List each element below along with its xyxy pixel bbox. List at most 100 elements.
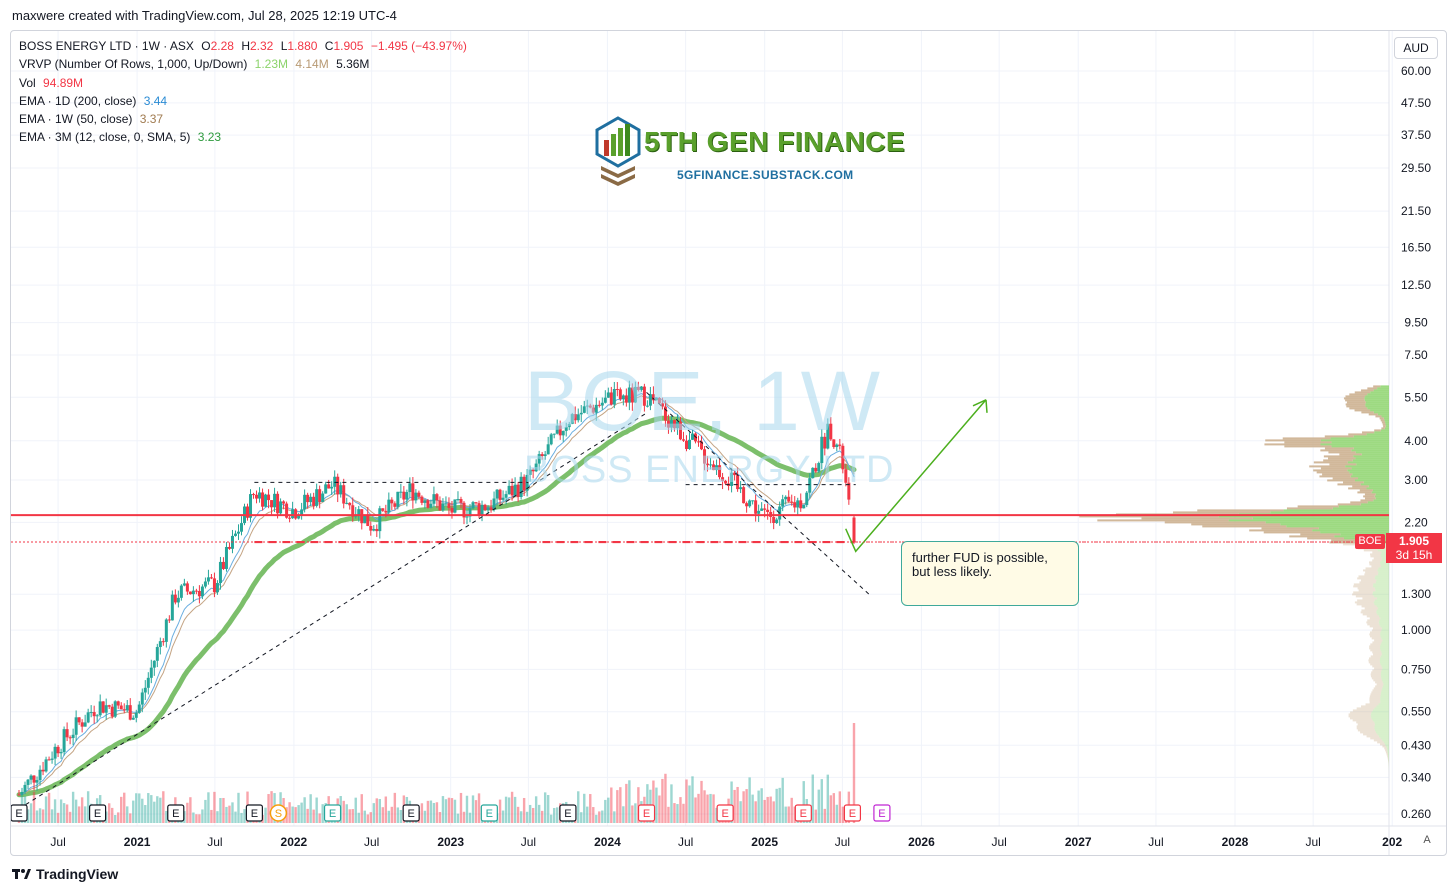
vp-up-bar xyxy=(1363,481,1389,484)
footer: TradingView xyxy=(12,866,118,882)
x-tick-label: Jul xyxy=(835,835,850,849)
vp-down-bar xyxy=(1327,479,1356,482)
legend-ema1-row[interactable]: EMA · 1D (200, close) 3.44 xyxy=(19,92,467,110)
legend-high: 2.32 xyxy=(250,39,274,53)
vp-up-bar xyxy=(1377,413,1389,416)
volume-bar xyxy=(357,812,360,823)
candle-body xyxy=(384,510,388,513)
footer-brand[interactable]: TradingView xyxy=(36,866,119,882)
earnings-marker-label: E xyxy=(643,808,650,820)
vp-up-bar xyxy=(1380,643,1389,646)
vp-down-bar xyxy=(1360,731,1376,734)
vp-down-bar xyxy=(1289,535,1335,538)
volume-bar xyxy=(787,806,790,823)
volume-bar xyxy=(546,795,550,823)
vp-down-bar xyxy=(1364,493,1376,496)
vp-down-bar xyxy=(1358,589,1376,592)
candle-body xyxy=(829,423,833,440)
volume-bar xyxy=(459,792,463,823)
vp-down-bar xyxy=(1373,385,1381,388)
volume-bar xyxy=(300,802,303,823)
vp-down-bar xyxy=(1357,577,1375,580)
candle-body xyxy=(92,712,96,717)
candle-body xyxy=(339,485,343,495)
auto-scale-button[interactable]: A xyxy=(1423,834,1431,846)
candle-body xyxy=(597,404,601,406)
vp-down-bar xyxy=(1363,549,1378,552)
volume-bar xyxy=(841,806,845,823)
legend-symbol-row[interactable]: BOSS ENERGY LTD · 1W · ASX O2.28 H2.32 L… xyxy=(19,37,467,55)
candle-body xyxy=(697,441,701,443)
vp-up-bar xyxy=(1380,617,1389,620)
candle-body xyxy=(270,500,274,508)
volume-bar xyxy=(540,810,544,823)
vp-down-bar xyxy=(1369,617,1381,620)
volume-bar xyxy=(811,774,814,823)
vp-up-bar xyxy=(1382,557,1389,560)
vp-up-bar xyxy=(1374,707,1389,710)
candle-body xyxy=(712,464,716,471)
annotation-callout[interactable]: further FUD is possible, but less likely… xyxy=(901,541,1079,606)
volume-bar xyxy=(694,797,697,823)
candle-body xyxy=(402,491,406,500)
vp-down-bar xyxy=(1284,441,1332,444)
volume-bar xyxy=(372,803,375,823)
candle-body xyxy=(80,722,84,727)
vp-up-bar xyxy=(1375,589,1389,592)
candle-body xyxy=(480,504,484,515)
legend-ema3-value: 3.23 xyxy=(197,130,222,145)
candle-body xyxy=(101,701,105,713)
vp-down-bar xyxy=(1384,747,1387,750)
volume-bar xyxy=(471,795,475,823)
volume-bar xyxy=(153,801,156,823)
currency-button[interactable]: AUD xyxy=(1394,37,1438,59)
candle-body xyxy=(390,499,394,504)
vp-down-bar xyxy=(1263,531,1321,534)
candle-body xyxy=(321,493,325,502)
legend-vol-label: Vol xyxy=(19,75,36,90)
candle-body xyxy=(465,516,469,518)
vp-down-bar xyxy=(1079,515,1219,518)
candle-body xyxy=(128,705,132,720)
candle-body xyxy=(513,484,517,496)
candle-body xyxy=(285,503,289,518)
candle-body xyxy=(618,389,622,400)
chart-frame[interactable]: Jul 2021 Jul 2022 Jul 2023 Jul 2024 Jul 2025 Jul 20… xyxy=(10,30,1447,856)
candle-body xyxy=(600,402,604,406)
candle-body xyxy=(215,582,219,593)
vp-down-bar xyxy=(1369,635,1381,638)
legend-vrvp-row[interactable]: VRVP (Number Of Rows, 1,000, Up/Down) 1.… xyxy=(19,55,467,73)
vp-down-bar xyxy=(1369,701,1381,704)
vp-down-bar xyxy=(1369,561,1381,564)
candle-body xyxy=(648,394,652,406)
vp-up-bar xyxy=(1377,387,1389,390)
volume-bar xyxy=(736,786,739,823)
candle-body xyxy=(459,499,463,503)
vp-up-bar xyxy=(1381,637,1389,640)
candle-body xyxy=(742,487,746,504)
vp-up-bar xyxy=(1375,493,1389,496)
volume-bar xyxy=(769,796,772,823)
legend-ema2-row[interactable]: EMA · 1W (50, close) 3.37 xyxy=(19,110,467,128)
chart-svg[interactable]: Jul 2021 Jul 2022 Jul 2023 Jul 2024 Jul 2025 Jul 20… xyxy=(11,31,1447,856)
volume-bar xyxy=(348,809,351,823)
volume-bar xyxy=(363,810,366,823)
volume-bar xyxy=(141,798,144,823)
candle-body xyxy=(684,440,688,449)
vp-up-bar xyxy=(1372,489,1389,492)
vp-up-bar xyxy=(1371,711,1389,714)
candle-body xyxy=(811,467,815,479)
vp-down-bar xyxy=(1329,463,1357,466)
vp-up-bar xyxy=(1383,417,1389,420)
legend-vol-row[interactable]: Vol 94.89M xyxy=(19,74,467,92)
volume-bar xyxy=(192,812,195,823)
vp-down-bar xyxy=(1387,755,1389,758)
candle-body xyxy=(793,502,797,508)
vp-down-bar xyxy=(1367,387,1378,390)
volume-bar xyxy=(772,801,775,823)
volume-bar xyxy=(661,778,664,823)
volume-bar xyxy=(83,806,87,823)
volume-bar xyxy=(652,780,655,823)
legend-ema3-row[interactable]: EMA · 3M (12, close, 0, SMA, 5) 3.23 xyxy=(19,128,467,146)
candle-body xyxy=(360,509,364,524)
